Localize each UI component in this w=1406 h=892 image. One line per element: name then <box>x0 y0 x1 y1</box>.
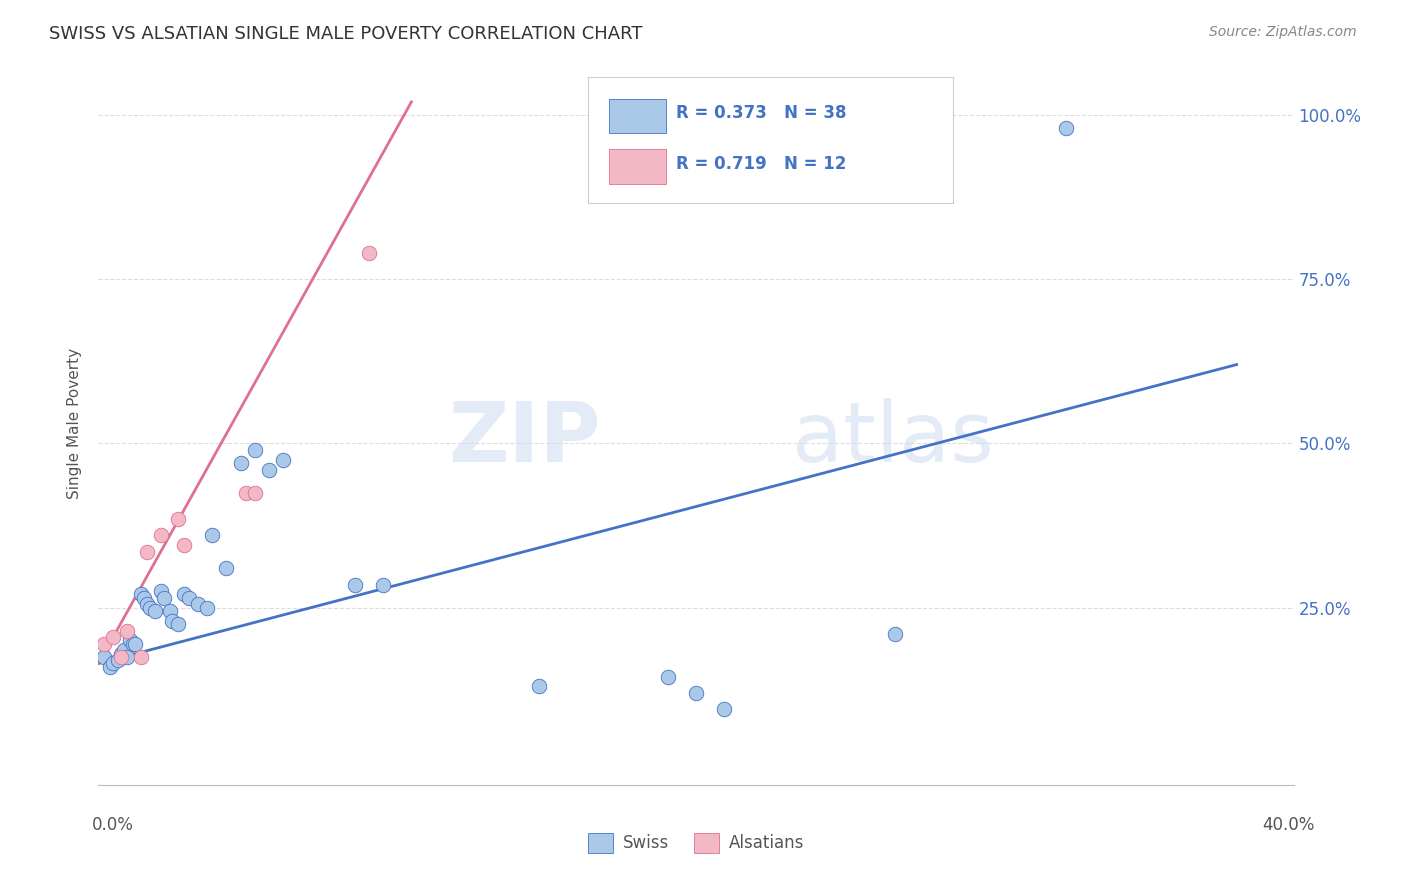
Point <box>1054 121 1077 136</box>
Point <box>229 456 252 470</box>
Point <box>173 587 195 601</box>
Point <box>143 604 166 618</box>
Point <box>179 591 201 605</box>
Point <box>657 669 679 683</box>
Point <box>713 702 735 716</box>
Point <box>93 637 115 651</box>
Point <box>98 659 121 673</box>
Point <box>884 627 907 641</box>
Point <box>243 442 266 457</box>
Point <box>273 453 295 467</box>
Point <box>371 577 394 591</box>
Point <box>529 680 551 694</box>
Point <box>124 637 146 651</box>
Point <box>257 463 280 477</box>
FancyBboxPatch shape <box>589 77 953 203</box>
FancyBboxPatch shape <box>609 99 666 133</box>
Point <box>235 485 257 500</box>
Point <box>685 686 707 700</box>
Point <box>135 598 157 612</box>
Point <box>167 512 190 526</box>
Text: R = 0.719   N = 12: R = 0.719 N = 12 <box>676 154 846 172</box>
Y-axis label: Single Male Poverty: Single Male Poverty <box>67 348 83 500</box>
Point <box>115 624 138 638</box>
Point <box>118 633 141 648</box>
Point <box>135 545 157 559</box>
Point <box>195 600 218 615</box>
Point <box>201 528 224 542</box>
Point <box>110 649 132 664</box>
Point <box>101 657 124 671</box>
Point <box>110 647 132 661</box>
Point <box>162 614 184 628</box>
Point <box>243 485 266 500</box>
Point <box>93 649 115 664</box>
Point <box>167 617 190 632</box>
Point <box>107 653 129 667</box>
Point <box>343 577 366 591</box>
Point <box>121 637 143 651</box>
Point <box>138 600 160 615</box>
Text: atlas: atlas <box>792 398 993 479</box>
Point <box>101 630 124 644</box>
Point <box>173 538 195 552</box>
Point <box>132 591 155 605</box>
Text: 0.0%: 0.0% <box>91 816 134 834</box>
Point <box>159 604 181 618</box>
Text: R = 0.373   N = 38: R = 0.373 N = 38 <box>676 104 846 122</box>
Point <box>129 587 152 601</box>
Point <box>115 649 138 664</box>
Text: Source: ZipAtlas.com: Source: ZipAtlas.com <box>1209 25 1357 39</box>
Point <box>187 598 209 612</box>
Text: ZIP: ZIP <box>449 398 600 479</box>
Point <box>357 246 380 260</box>
Point <box>150 584 173 599</box>
Text: 40.0%: 40.0% <box>1263 816 1315 834</box>
Point <box>215 561 238 575</box>
Point <box>129 649 152 664</box>
Point <box>153 591 176 605</box>
Point <box>112 643 135 657</box>
Text: SWISS VS ALSATIAN SINGLE MALE POVERTY CORRELATION CHART: SWISS VS ALSATIAN SINGLE MALE POVERTY CO… <box>49 25 643 43</box>
Legend: Swiss, Alsatians: Swiss, Alsatians <box>581 826 811 860</box>
FancyBboxPatch shape <box>609 149 666 184</box>
Point <box>150 528 173 542</box>
